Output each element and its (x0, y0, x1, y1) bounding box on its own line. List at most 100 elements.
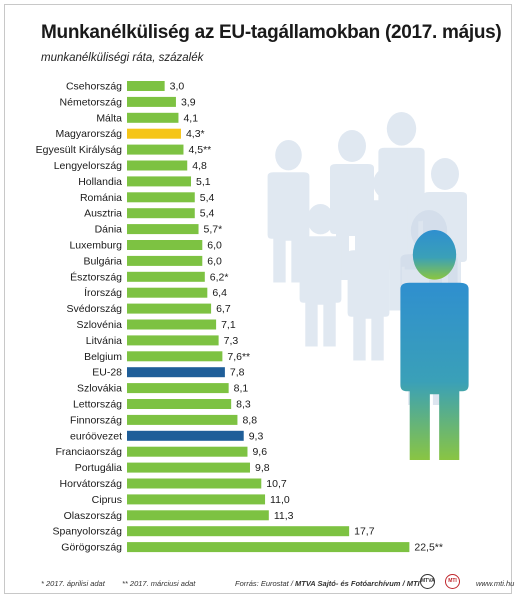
category-label: Lettország (73, 399, 122, 411)
value-label: 6,4 (212, 287, 227, 299)
category-label: Görögország (61, 542, 122, 554)
value-label: 7,6** (227, 351, 250, 363)
bar (127, 319, 217, 330)
bar (127, 494, 266, 505)
mtva-logo: MTVA (420, 574, 435, 589)
category-label: Lengyelország (54, 160, 122, 172)
bar (127, 510, 269, 521)
source-note: Forrás: Eurostat / MTVA Sajtó- és Fotóar… (235, 579, 420, 588)
value-label: 7,1 (221, 319, 236, 331)
bar (127, 383, 229, 394)
value-label: 4,5** (188, 144, 211, 156)
bar (127, 367, 225, 378)
bar (127, 176, 192, 187)
value-label: 6,0 (207, 255, 222, 267)
category-label: EU-28 (92, 367, 122, 379)
value-label: 6,7 (216, 303, 231, 315)
value-label: 5,4 (200, 208, 215, 220)
bar (127, 224, 199, 235)
value-label: 5,1 (196, 176, 211, 188)
bar (127, 399, 232, 409)
bar (127, 160, 188, 171)
category-label: Svédország (67, 303, 123, 315)
category-label: Portugália (75, 462, 122, 474)
bar (127, 240, 203, 250)
bar (127, 112, 179, 123)
value-label: 4,8 (192, 160, 207, 172)
bar (127, 192, 195, 203)
value-label: 5,4 (200, 192, 215, 204)
value-label: 3,9 (181, 96, 196, 108)
footnote-april: * 2017. áprilisi adat (41, 579, 105, 588)
bar (127, 128, 181, 139)
value-label: 6,2* (210, 271, 229, 283)
category-label: Ausztria (84, 208, 122, 220)
source-prefix: Forrás: Eurostat / (235, 579, 296, 588)
category-label: Hollandia (78, 176, 122, 188)
bar (127, 144, 184, 155)
graphic-frame (4, 4, 512, 594)
value-label: 5,7* (204, 224, 223, 236)
category-label: Egyesült Királyság (36, 144, 123, 156)
category-label: Litvánia (86, 335, 122, 347)
value-label: 3,0 (170, 81, 185, 93)
value-label: 11,3 (274, 510, 294, 522)
bar (127, 414, 238, 425)
category-label: Szlovénia (76, 319, 122, 331)
category-label: Olaszország (64, 510, 123, 522)
category-label: Finnország (70, 414, 122, 426)
value-label: 7,3 (224, 335, 239, 347)
bar (127, 81, 165, 91)
value-label: 9,8 (255, 462, 270, 474)
chart-subtitle: munkanélküliségi ráta, százalék (41, 52, 204, 64)
category-label: Dánia (95, 224, 123, 236)
bar (127, 271, 205, 282)
value-label: 7,8 (230, 367, 245, 379)
footnote-march: ** 2017. márciusi adat (122, 579, 196, 588)
category-label: Belgium (84, 351, 122, 363)
bar (127, 303, 212, 314)
value-label: 9,6 (252, 446, 267, 458)
category-label: Szlovákia (77, 383, 122, 395)
bar (127, 255, 203, 266)
category-label: Luxemburg (69, 240, 122, 252)
bar (127, 208, 195, 219)
value-label: 10,7 (266, 478, 287, 490)
chart-title: Munkanélküliség az EU-tagállamokban (201… (41, 22, 502, 43)
category-label: Írország (84, 286, 122, 299)
category-label: Németország (60, 96, 123, 108)
category-label: Észtország (70, 270, 122, 283)
bar (127, 446, 248, 457)
bar (127, 351, 223, 362)
value-label: 22,5** (414, 542, 443, 554)
bar (127, 430, 244, 441)
value-label: 17,7 (354, 526, 375, 538)
value-label: 11,0 (270, 494, 290, 506)
bar (127, 526, 350, 537)
mti-logo: MTI (445, 574, 460, 589)
bar (127, 462, 250, 473)
category-label: Románia (80, 192, 122, 204)
value-label: 4,1 (183, 112, 198, 124)
category-label: euróövezet (70, 430, 122, 442)
category-label: Csehország (66, 81, 122, 93)
website-link[interactable]: www.mti.hu (476, 579, 515, 588)
category-label: Bulgária (83, 255, 122, 267)
category-label: Spanyolország (53, 526, 123, 538)
value-label: 9,3 (249, 430, 264, 442)
bar (127, 287, 208, 298)
category-label: Horvátország (60, 478, 123, 490)
category-label: Magyarország (55, 128, 122, 140)
source-credit: MTVA Sajtó- és Fotóarchívum / MTI (295, 579, 420, 588)
value-label: 8,1 (234, 383, 249, 395)
value-label: 8,3 (236, 399, 251, 411)
bar (127, 542, 410, 553)
bar (127, 335, 219, 346)
category-label: Ciprus (92, 494, 122, 506)
bar (127, 96, 176, 107)
value-label: 8,8 (242, 414, 257, 426)
bar (127, 478, 262, 489)
category-label: Málta (96, 112, 122, 124)
value-label: 4,3* (186, 128, 205, 140)
